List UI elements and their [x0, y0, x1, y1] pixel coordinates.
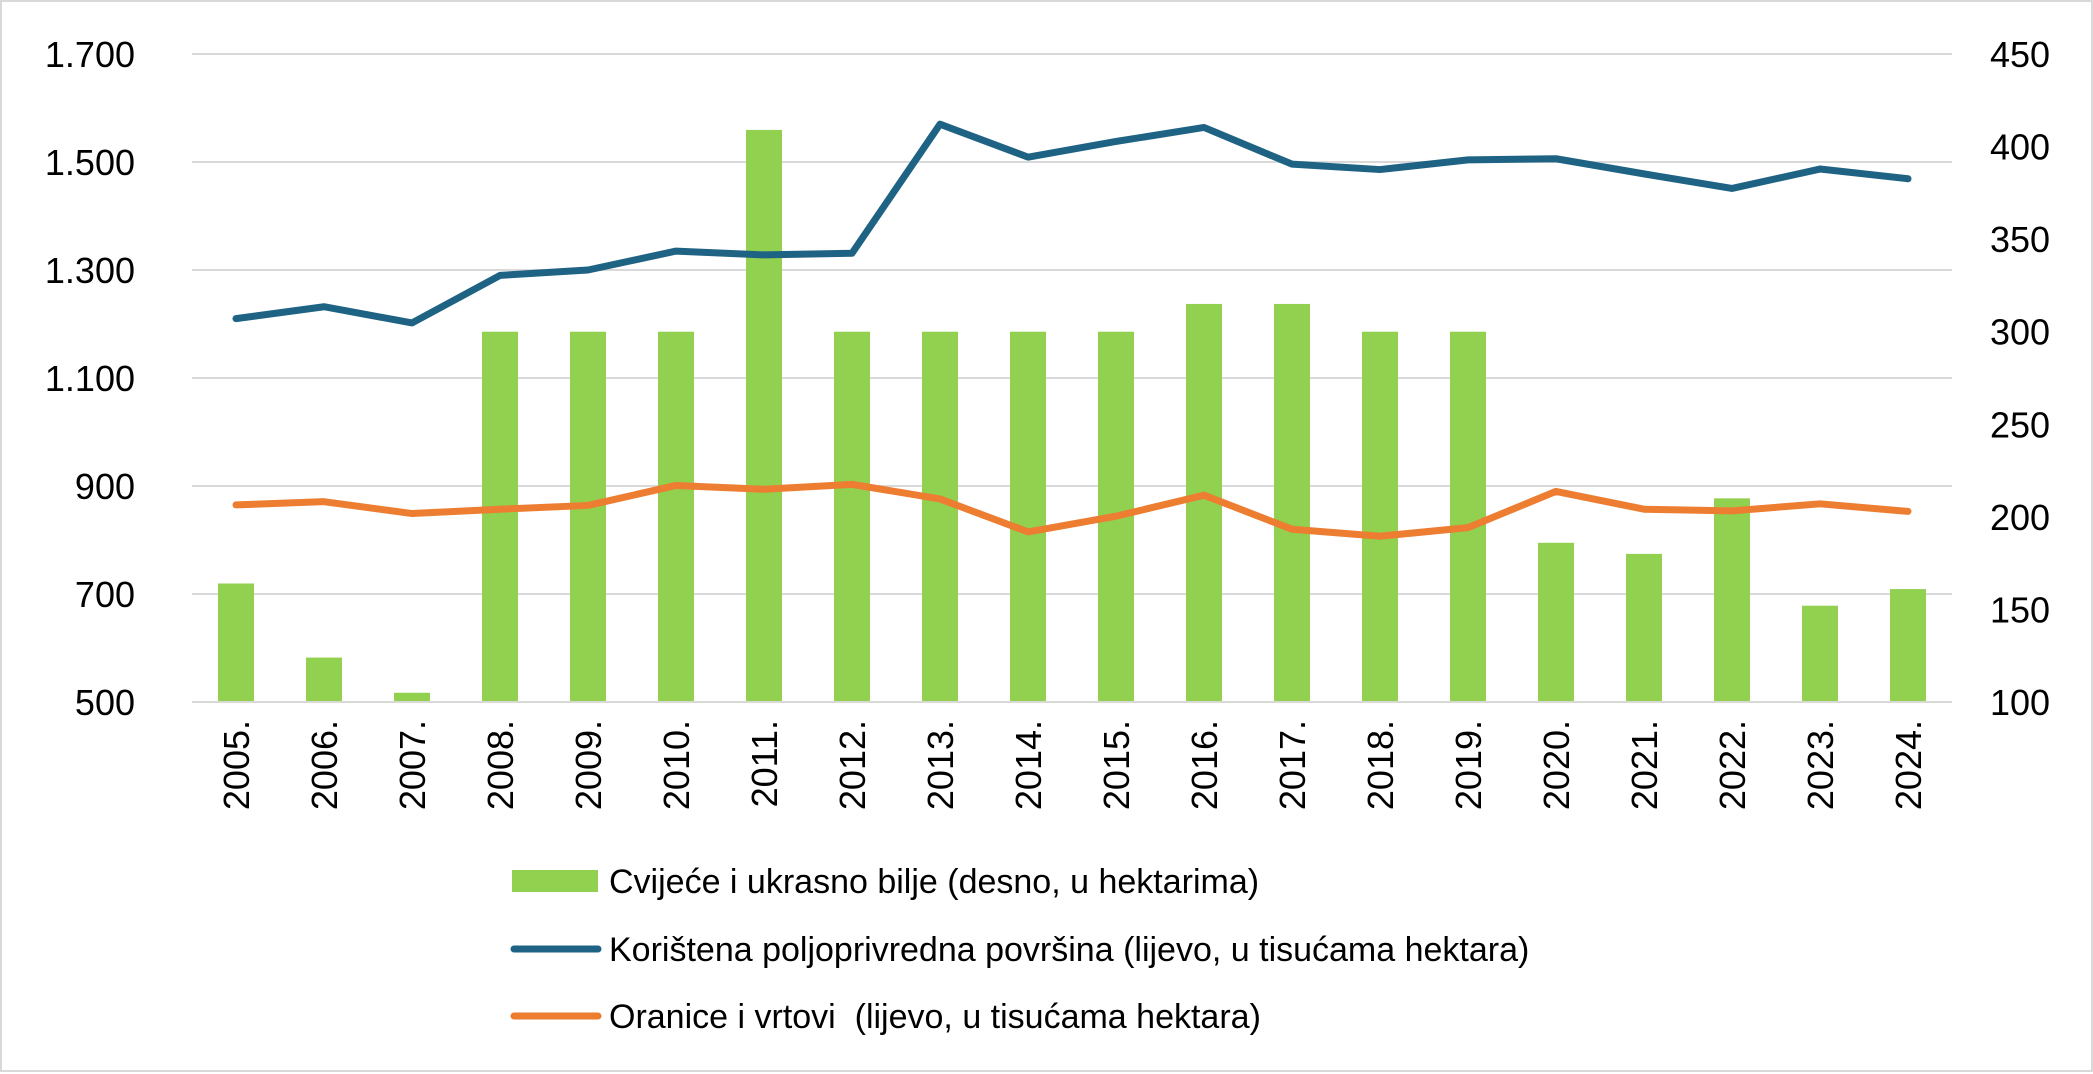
left-axis-tick-label: 900	[75, 466, 135, 507]
x-axis-tick-label: 2020.	[1536, 720, 1577, 810]
x-axis-tick-label: 2021.	[1624, 720, 1665, 810]
x-axis-tick-label: 2016.	[1184, 720, 1225, 810]
x-axis-tick-label: 2023.	[1800, 720, 1841, 810]
x-axis-tick-label: 2022.	[1712, 720, 1753, 810]
bar	[1362, 331, 1398, 702]
line-series-layer	[232, 120, 1912, 540]
right-axis-tick-label: 300	[1990, 312, 2050, 353]
bar	[482, 331, 518, 702]
bar	[1450, 331, 1486, 702]
bar	[658, 331, 694, 702]
bar	[1802, 605, 1838, 702]
left-axis-tick-label: 1.300	[45, 250, 135, 291]
x-axis-tick-label: 2014.	[1008, 720, 1049, 810]
bar	[1714, 498, 1750, 702]
legend-label: Oranice i vrtovi (lijevo, u tisućama hek…	[609, 998, 1261, 1036]
bar	[394, 692, 430, 702]
legend-label: Cvijeće i ukrasno bilje (desno, u hektar…	[609, 863, 1259, 901]
left-axis-tick-label: 1.700	[45, 34, 135, 75]
x-axis-tick-label: 2012.	[832, 720, 873, 810]
left-axis-tick-label: 500	[75, 682, 135, 723]
bar	[1538, 542, 1574, 702]
right-axis-tick-label: 350	[1990, 219, 2050, 260]
bar	[922, 331, 958, 702]
x-axis-tick-label: 2019.	[1448, 720, 1489, 810]
x-axis-tick-label: 2017.	[1272, 720, 1313, 810]
right-axis-tick-label: 400	[1990, 127, 2050, 168]
x-axis-tick-label: 2005.	[216, 720, 257, 810]
left-axis-tick-label: 1.500	[45, 142, 135, 183]
right-axis-tick-label: 250	[1990, 404, 2050, 445]
right-axis-tick-label: 150	[1990, 589, 2050, 630]
x-axis-tick-label: 2009.	[568, 720, 609, 810]
x-axis: 2005. 2006. 2007. 2008. 2009. 2010. 2011. 2012.…	[192, 701, 1952, 810]
right-y-axis: 100 150 200 250 300 350 400 450	[1990, 34, 2050, 723]
left-axis-tick-label: 1.100	[45, 358, 135, 399]
right-axis-tick-label: 200	[1990, 497, 2050, 538]
bar	[1626, 553, 1662, 702]
series-line	[232, 120, 1912, 327]
bar	[1890, 589, 1926, 702]
series-line	[232, 480, 1912, 540]
right-axis-tick-label: 100	[1990, 682, 2050, 723]
legend-swatch-bar	[512, 870, 598, 892]
x-axis-tick-label: 2013.	[920, 720, 961, 810]
bar	[218, 583, 254, 702]
x-axis-tick-label: 2015.	[1096, 720, 1137, 810]
right-axis-tick-label: 450	[1990, 34, 2050, 75]
bar-series-cvijece	[218, 129, 1926, 702]
legend-label: Korištena poljoprivredna površina (lijev…	[609, 931, 1529, 969]
x-axis-tick-label: 2006.	[304, 720, 345, 810]
bar	[1010, 331, 1046, 702]
bar	[306, 657, 342, 702]
left-y-axis: 500 700 900 1.100 1.300 1.500 1.700	[45, 34, 135, 723]
x-axis-tick-label: 2010.	[656, 720, 697, 810]
bar	[746, 129, 782, 702]
legend: Cvijeće i ukrasno bilje (desno, u hektar…	[510, 863, 1529, 1036]
x-axis-tick-label: 2018.	[1360, 720, 1401, 810]
x-axis-tick-label: 2024.	[1888, 720, 1929, 810]
x-axis-tick-label: 2007.	[392, 720, 433, 810]
bar	[1274, 303, 1310, 702]
bar	[834, 331, 870, 702]
left-axis-tick-label: 700	[75, 574, 135, 615]
x-axis-tick-label: 2011.	[744, 720, 785, 807]
x-axis-tick-label: 2008.	[480, 720, 521, 810]
bar	[570, 331, 606, 702]
